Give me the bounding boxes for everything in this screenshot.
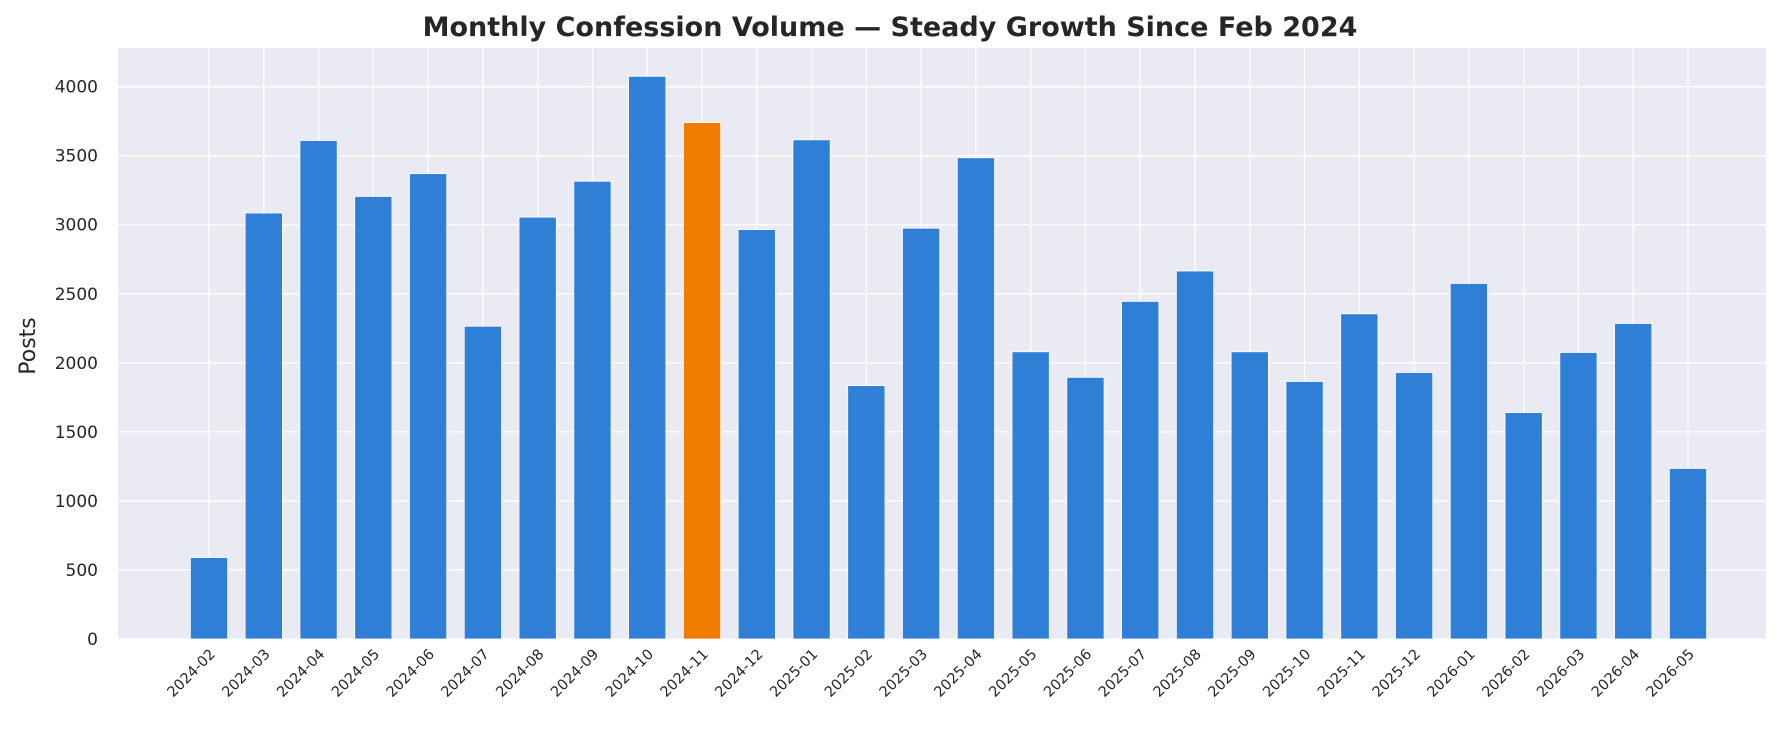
x-tick-label: 2025-08 <box>1151 647 1205 701</box>
x-tick-label: 2025-01 <box>767 647 821 701</box>
bar <box>463 325 502 640</box>
x-tick-label: 2024-09 <box>548 647 602 701</box>
bar <box>956 157 995 640</box>
x-tick-label: 2024-03 <box>219 647 273 701</box>
bar <box>1121 300 1160 640</box>
bar <box>1011 351 1050 640</box>
plot-area <box>118 48 1766 639</box>
bar <box>628 75 667 640</box>
x-tick-label: 2024-11 <box>658 647 712 701</box>
bar <box>1340 313 1379 640</box>
x-tick-label: 2025-09 <box>1205 647 1259 701</box>
bar-highlight <box>682 122 722 640</box>
x-tick-label: 2025-07 <box>1096 647 1150 701</box>
bar <box>189 557 229 640</box>
y-tick-label: 1500 <box>55 423 98 443</box>
x-tick-label: 2025-04 <box>932 647 986 701</box>
x-tick-label: 2025-03 <box>877 647 931 701</box>
bar <box>1449 283 1488 640</box>
bar <box>1230 351 1269 640</box>
x-tick-label: 2026-01 <box>1425 647 1479 701</box>
y-tick-label: 4000 <box>55 78 98 98</box>
x-tick-label: 2025-06 <box>1041 647 1095 701</box>
x-tick-label: 2024-12 <box>712 647 766 701</box>
y-tick-label: 2000 <box>55 354 98 374</box>
x-tick-label: 2025-02 <box>822 647 876 701</box>
x-tick-label: 2026-05 <box>1644 647 1698 701</box>
bar <box>1066 376 1105 640</box>
x-tick-label: 2024-07 <box>439 647 493 701</box>
x-tick-label: 2024-06 <box>384 647 438 701</box>
x-tick-label: 2026-02 <box>1479 647 1533 701</box>
x-tick-label: 2024-10 <box>603 647 657 701</box>
bar <box>354 196 393 640</box>
bar <box>244 212 283 640</box>
y-tick-label: 2500 <box>55 285 98 305</box>
bar <box>737 229 776 640</box>
bar <box>1395 372 1434 640</box>
y-axis: 0 500 1000 1500 2000 2500 3000 3500 4000 <box>55 78 98 650</box>
bar <box>1668 468 1708 640</box>
bar <box>792 139 831 640</box>
bars-layer <box>189 75 1708 640</box>
x-tick-label: 2025-05 <box>986 647 1040 701</box>
y-tick-label: 3000 <box>55 216 98 236</box>
x-axis: 2024-02 2024-03 2024-04 2024-05 2024-06 2024-… <box>165 647 1698 701</box>
bar <box>1614 323 1653 640</box>
bar <box>1504 412 1543 640</box>
x-tick-label: 2025-12 <box>1370 647 1424 701</box>
x-tick-label: 2024-02 <box>165 647 219 701</box>
x-tick-label: 2024-05 <box>329 647 383 701</box>
x-tick-label: 2025-10 <box>1260 647 1314 701</box>
bar <box>299 140 338 640</box>
bar <box>1175 270 1215 640</box>
x-tick-label: 2025-11 <box>1315 647 1369 701</box>
y-tick-label: 0 <box>87 630 98 650</box>
y-axis-label: Posts <box>16 317 41 375</box>
bar <box>518 216 557 640</box>
bar <box>409 173 448 640</box>
x-tick-label: 2024-08 <box>493 647 547 701</box>
chart-title: Monthly Confession Volume — Steady Growt… <box>423 12 1358 43</box>
bar <box>573 180 612 640</box>
x-tick-label: 2026-04 <box>1589 647 1643 701</box>
bar <box>1285 381 1324 640</box>
bar <box>902 227 941 640</box>
x-tick-label: 2024-04 <box>274 647 328 701</box>
bar <box>847 385 886 640</box>
y-tick-label: 500 <box>66 561 98 581</box>
y-tick-label: 3500 <box>55 147 98 167</box>
y-tick-label: 1000 <box>55 492 98 512</box>
bar <box>1559 352 1598 640</box>
x-tick-label: 2026-03 <box>1534 647 1588 701</box>
